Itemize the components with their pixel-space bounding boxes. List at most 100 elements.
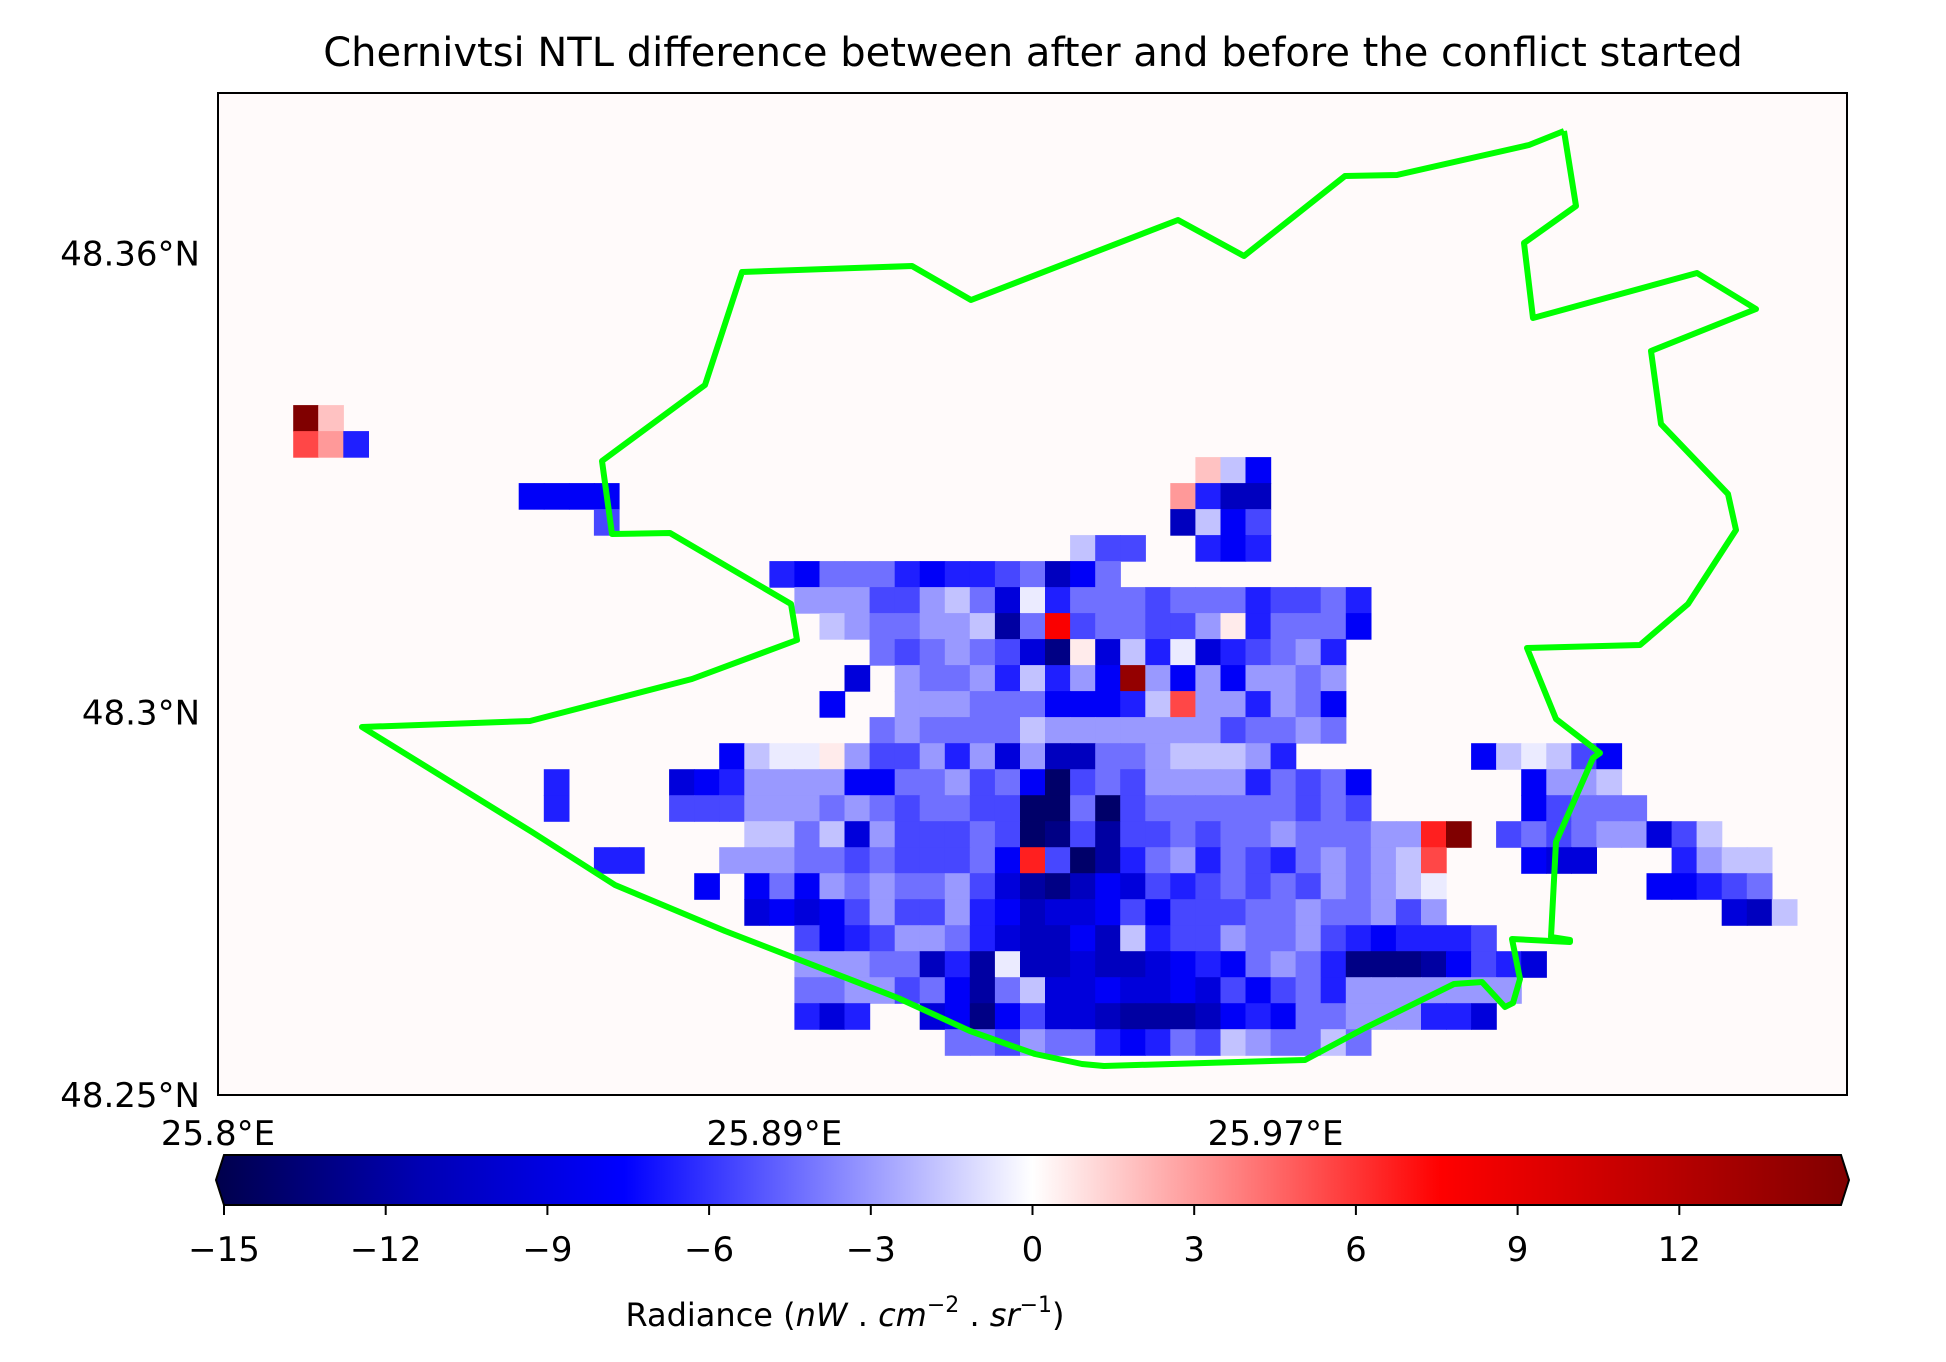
latitude-tick-label: 48.25°N <box>60 1076 200 1116</box>
raster-cell <box>969 1003 996 1030</box>
raster-cell <box>1145 613 1171 640</box>
raster-cell <box>844 613 871 640</box>
raster-cell <box>994 977 1021 1004</box>
raster-cell <box>794 977 821 1004</box>
raster-cell <box>1421 821 1447 848</box>
raster-cell <box>1145 847 1171 874</box>
raster-cell <box>1170 509 1196 536</box>
raster-cell <box>969 717 996 744</box>
raster-cell <box>1320 639 1347 666</box>
raster-cell <box>894 561 921 588</box>
raster-cell <box>1020 691 1046 718</box>
raster-cell <box>869 899 896 926</box>
colorbar-tick-label: 0 <box>1022 1230 1044 1270</box>
raster-cell <box>1295 977 1322 1004</box>
raster-cell <box>769 899 796 926</box>
raster-cell <box>794 743 821 770</box>
raster-cell <box>1621 821 1648 848</box>
raster-cell <box>1045 977 1071 1004</box>
raster-cell <box>1546 847 1572 874</box>
colorbar-label: Radiance (nW . cm−2 . sr−1) <box>625 1293 1064 1334</box>
raster-cell <box>1295 717 1322 744</box>
raster-cell <box>1270 613 1297 640</box>
raster-cell <box>1170 977 1196 1004</box>
raster-cell <box>794 821 821 848</box>
raster-cell <box>1120 795 1146 822</box>
raster-cell <box>1345 769 1372 796</box>
raster-cell <box>1020 977 1046 1004</box>
raster-cell <box>919 561 946 588</box>
raster-cell <box>894 769 921 796</box>
raster-cell <box>1045 639 1071 666</box>
raster-cell <box>1020 1003 1046 1030</box>
raster-cell <box>1471 1003 1497 1030</box>
raster-cell <box>869 795 896 822</box>
raster-cell <box>1145 639 1171 666</box>
raster-cell <box>1145 977 1171 1004</box>
raster-cell <box>1245 899 1272 926</box>
raster-cell <box>1320 951 1347 978</box>
raster-cell <box>1170 899 1196 926</box>
raster-cell <box>1245 717 1272 744</box>
raster-cell <box>1546 769 1572 796</box>
raster-cell <box>969 977 996 1004</box>
raster-cell <box>819 821 846 848</box>
raster-cell <box>1170 665 1196 692</box>
map-frame <box>217 92 1848 1096</box>
raster-cell <box>994 717 1021 744</box>
raster-cell <box>1195 873 1222 900</box>
raster-cell <box>1446 1003 1472 1030</box>
raster-cell <box>894 665 921 692</box>
raster-cell <box>994 821 1021 848</box>
raster-cell <box>844 561 871 588</box>
raster-cell <box>819 769 846 796</box>
latitude-ticks: 48.25°N 48.3°N 48.36°N <box>60 235 200 1116</box>
raster-cell <box>1270 1029 1297 1056</box>
raster-cell <box>1220 847 1247 874</box>
raster-cell <box>1020 925 1046 952</box>
raster-cell <box>819 899 846 926</box>
raster-cell <box>944 743 971 770</box>
raster-cell <box>1120 821 1146 848</box>
raster-cell <box>1270 639 1297 666</box>
raster-cell <box>919 795 946 822</box>
raster-cell <box>1220 769 1247 796</box>
raster-cell <box>1696 847 1723 874</box>
raster-cell <box>1170 951 1196 978</box>
longitude-tick-label: 25.97°E <box>1208 1114 1344 1154</box>
raster-cell <box>1621 795 1648 822</box>
raster-cell <box>1045 691 1071 718</box>
raster-cell <box>1145 587 1171 614</box>
raster-cell <box>919 717 946 744</box>
raster-cell <box>969 743 996 770</box>
raster-cell <box>794 847 821 874</box>
raster-cell <box>1721 847 1748 874</box>
raster-cell <box>1045 873 1071 900</box>
raster-cell <box>994 1003 1021 1030</box>
raster-cell <box>1170 691 1196 718</box>
raster-cell <box>944 639 971 666</box>
raster-cell <box>1220 665 1247 692</box>
raster-cell <box>919 691 946 718</box>
raster-cell <box>1270 821 1297 848</box>
raster-cell <box>844 899 871 926</box>
raster-cell <box>1070 587 1096 614</box>
raster-cell <box>1095 743 1121 770</box>
raster-cell <box>1295 821 1322 848</box>
latitude-tick-label: 48.36°N <box>60 235 200 275</box>
raster-cell <box>819 847 846 874</box>
raster-cell <box>1270 899 1297 926</box>
raster-cell <box>744 899 770 926</box>
raster-cell <box>1045 717 1071 744</box>
raster-cell <box>1220 1029 1247 1056</box>
raster-cell <box>1220 899 1247 926</box>
raster-cell <box>1095 639 1121 666</box>
raster-cell <box>1070 1003 1096 1030</box>
raster-cell <box>944 925 971 952</box>
raster-cell <box>1170 1003 1196 1030</box>
raster-cell <box>869 821 896 848</box>
colorbar-tick-label: 6 <box>1345 1230 1367 1270</box>
raster-cell <box>1120 977 1146 1004</box>
raster-cell <box>1746 899 1773 926</box>
raster-cell <box>819 977 846 1004</box>
